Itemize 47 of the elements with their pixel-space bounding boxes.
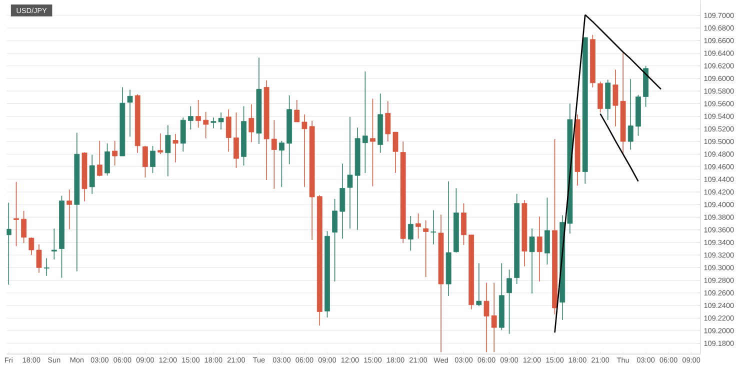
candlestick (150, 145, 156, 174)
candlestick (461, 202, 466, 246)
candlestick (385, 100, 391, 142)
candlestick (36, 244, 42, 274)
candlestick (142, 145, 148, 178)
candlestick (279, 140, 284, 188)
candlestick (423, 220, 429, 278)
candlestick (484, 282, 490, 352)
candlestick (51, 228, 57, 260)
candlestick (188, 106, 194, 130)
candlestick (89, 154, 95, 194)
candlestick (529, 228, 535, 294)
candlestick (544, 197, 550, 265)
candlestick (14, 181, 19, 247)
candlestick (180, 117, 186, 152)
candlestick (44, 258, 50, 276)
candlestick (248, 104, 254, 142)
candlestick (332, 198, 338, 282)
candlestick (362, 71, 368, 174)
candlestick (21, 210, 27, 244)
candlestick (408, 215, 414, 251)
candlestick (28, 236, 34, 256)
candlestick (416, 212, 421, 239)
candlestick (491, 282, 497, 352)
candlestick (476, 262, 482, 306)
candlestick (6, 202, 12, 286)
candlestick (127, 89, 133, 137)
candlestick (196, 99, 201, 128)
candlestick (340, 163, 346, 239)
candlestick (112, 140, 118, 166)
candlestick (370, 98, 376, 187)
candlestick (628, 78, 634, 150)
candlestick (430, 210, 436, 245)
candlestick (234, 112, 239, 168)
candlestick (271, 120, 277, 190)
candlestick (203, 111, 209, 139)
candlestick (392, 132, 398, 174)
candlestick (536, 216, 542, 282)
candlestick (172, 133, 178, 163)
candlestick (96, 140, 102, 177)
candlestick (294, 99, 300, 122)
candlestick (104, 142, 110, 176)
candlestick (66, 188, 72, 230)
candlestick (226, 108, 232, 152)
candlestick (165, 124, 171, 177)
candlestick (506, 269, 512, 334)
candlestick (158, 132, 164, 154)
